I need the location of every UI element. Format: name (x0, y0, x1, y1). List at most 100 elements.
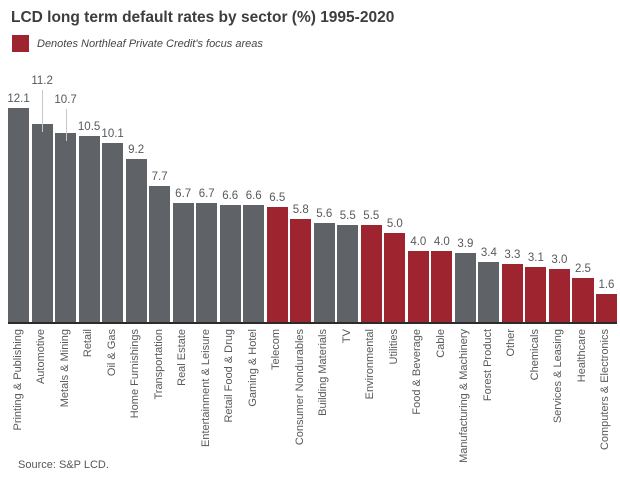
category-cell: Gaming & Hotel (243, 324, 264, 458)
bar-column: 1.6 (595, 75, 618, 322)
bar-focus (360, 225, 382, 322)
bar-default (102, 143, 124, 322)
bar-default (313, 223, 335, 322)
x-axis-labels: Printing & Publishing Automotive Metals & … (8, 324, 617, 463)
bar-focus (290, 219, 312, 322)
bar-value-label: 6.7 (175, 187, 192, 200)
bar-value-label: 3.3 (504, 248, 521, 261)
category-label: Oil & Gas (105, 329, 118, 377)
category-cell: Retail Food & Drug (220, 324, 241, 458)
bar-column: 3.4 (478, 75, 500, 322)
category-label: Gaming & Hotel (246, 329, 259, 407)
bar-focus (595, 294, 618, 322)
category-cell: Building Materials (314, 324, 335, 458)
bar-value-label: 3.9 (457, 237, 474, 250)
bar-focus (548, 269, 570, 322)
bar-column: 4.0 (431, 75, 453, 322)
bar-column: 6.6 (243, 75, 265, 322)
category-label: Telecom (270, 329, 283, 370)
plot-area: 12.1 11.2 10.7 10.5 10.1 9.2 7.7 6.7 6.7 6.6 6.6 6.… (7, 74, 618, 324)
bar-value-label: 5.0 (386, 217, 403, 230)
category-label: Other (505, 329, 518, 357)
category-label: Environmental (364, 329, 377, 400)
bar-focus (525, 267, 547, 322)
category-cell: Utilities (384, 324, 405, 458)
bar-column: 6.7 (196, 75, 218, 322)
category-cell: Chemicals (525, 324, 546, 458)
category-label: Printing & Publishing (11, 329, 24, 431)
category-label: Retail Food & Drug (223, 329, 236, 423)
category-label: Entertainment & Leisure (199, 329, 212, 448)
category-cell: Computers & Electronics (596, 324, 617, 458)
bar-value-label: 3.1 (527, 251, 544, 264)
bar-column: 3.9 (454, 75, 476, 322)
category-cell: Environmental (361, 324, 382, 458)
category-cell: Printing & Publishing (8, 324, 29, 458)
bar-column: 3.0 (548, 75, 570, 322)
bar-chart: 12.1 11.2 10.7 10.5 10.1 9.2 7.7 6.7 6.7 6.6 6.6 6.… (7, 74, 618, 463)
category-label: Food & Beverage (411, 329, 424, 415)
category-label: Building Materials (317, 329, 330, 416)
bar-value-label: 4.0 (410, 235, 427, 248)
bar-value-label: 7.7 (151, 170, 168, 183)
category-cell: Forest Product (478, 324, 499, 458)
bar-focus (572, 278, 594, 322)
category-label: Retail (82, 329, 95, 358)
category-cell: Entertainment & Leisure (196, 324, 217, 458)
bar-default (8, 108, 30, 322)
bar-column: 6.5 (266, 75, 288, 322)
bar-column: 10.5 (77, 75, 101, 322)
category-label: Manufacturing & Machinery (458, 329, 471, 463)
bar-value-label: 9.2 (128, 143, 145, 156)
bar-column: 4.0 (407, 75, 429, 322)
category-label: Forest Product (482, 329, 495, 402)
bar-value-label: 5.6 (316, 207, 333, 220)
bar-column: 7.7 (149, 75, 171, 322)
bar-value-label: 5.5 (339, 209, 356, 222)
bar-column: 5.8 (290, 75, 312, 322)
bar-default (337, 225, 359, 322)
bar-value-label: 3.0 (551, 253, 568, 266)
category-cell: Home Furnishings (126, 324, 147, 458)
bar-value-label: 11.2 (31, 74, 53, 87)
bar-value-label: 1.6 (598, 278, 615, 291)
bar-value-label: 6.6 (245, 189, 262, 202)
bar-default (454, 253, 476, 322)
bar-column: 3.3 (501, 75, 523, 322)
bar-default (172, 203, 194, 322)
bar-column: 5.6 (313, 75, 335, 322)
bar-value-label: 5.5 (363, 209, 380, 222)
category-label: Healthcare (576, 329, 589, 383)
bar-value-label: 6.6 (222, 189, 239, 202)
bar-value-label: 5.8 (292, 203, 309, 216)
bar-column: 11.2 (31, 74, 53, 322)
bar-default (196, 203, 218, 322)
bar-default (478, 262, 500, 322)
category-label: Services & Leasing (552, 329, 565, 424)
leader-line (65, 109, 67, 141)
bar-value-label: 10.1 (101, 127, 124, 140)
bar-value-label: 10.5 (77, 120, 101, 133)
category-label: Consumer Nondurables (293, 329, 306, 446)
category-cell: Telecom (267, 324, 288, 458)
bar-column: 3.1 (525, 75, 547, 322)
bar-focus (501, 264, 523, 322)
bar-focus (431, 251, 453, 322)
leader-line (42, 90, 44, 132)
bar-column: 6.6 (219, 75, 241, 322)
bar-column: 5.5 (337, 75, 359, 322)
category-cell: Manufacturing & Machinery (455, 324, 476, 463)
category-label: Metals & Mining (58, 329, 71, 408)
legend-label: Denotes Northleaf Private Credit's focus… (37, 37, 263, 50)
bar-column: 10.7 (54, 75, 77, 322)
bar-default (55, 133, 77, 322)
bar-default (125, 159, 147, 322)
bar-default (78, 136, 100, 322)
chart-title: LCD long term default rates by sector (%… (11, 9, 395, 26)
category-label: Utilities (388, 329, 401, 365)
category-cell: Oil & Gas (102, 324, 123, 458)
category-label: Automotive (35, 329, 48, 385)
bar-value-label: 10.7 (54, 93, 77, 106)
category-label: Real Estate (176, 329, 189, 386)
